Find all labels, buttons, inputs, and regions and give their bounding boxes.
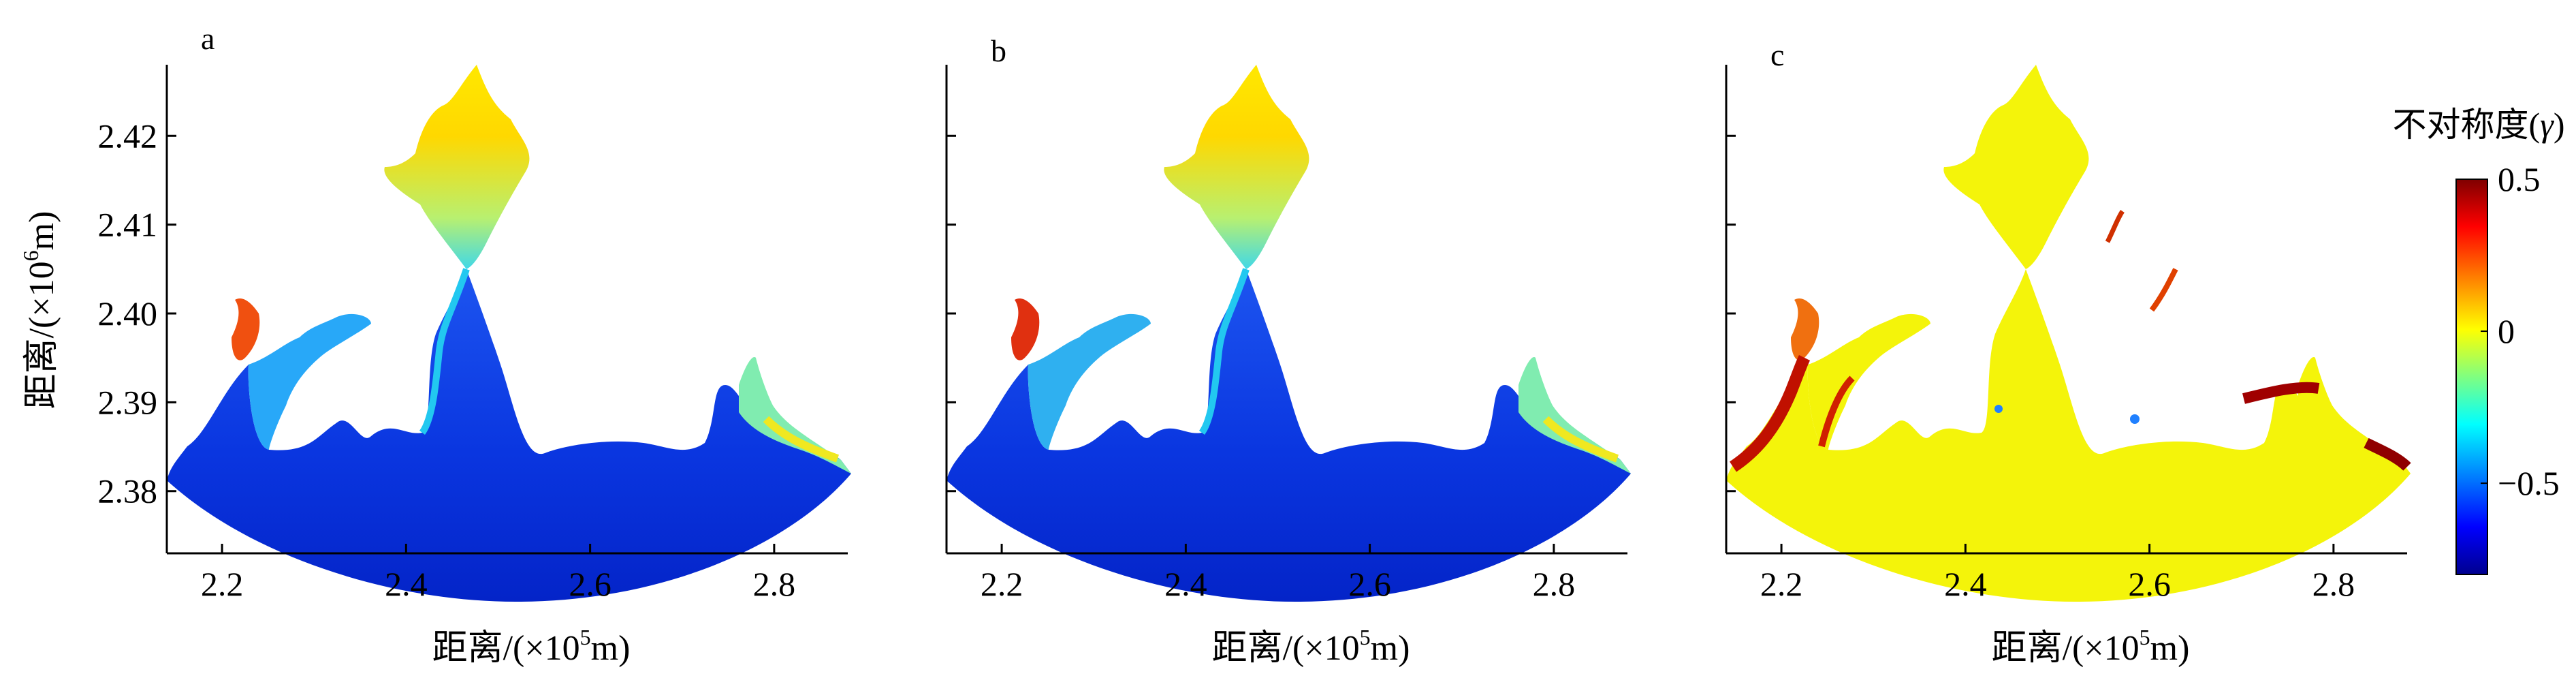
x-tick-label: 2.2 <box>1760 565 1803 603</box>
panel-a <box>167 65 851 602</box>
panel-label-a: a <box>201 21 214 56</box>
x-tick-label: 2.6 <box>1348 565 1391 603</box>
colorbar-title: 不对称度(γ) <box>2392 106 2564 144</box>
x-axis-label-c: 距离/(×105m) <box>1992 625 2190 668</box>
y-axis-label: 距离/(×106m) <box>18 211 61 410</box>
axes-c <box>1725 65 2407 555</box>
x-tick-label: 2.4 <box>385 565 428 603</box>
x-tick-label: 2.8 <box>1533 565 1576 603</box>
y-tick-label: 2.41 <box>98 206 158 244</box>
panel-label-b: b <box>991 33 1006 68</box>
x-tick-label: 2.6 <box>569 565 611 603</box>
x-tick-label: 2.2 <box>201 565 244 603</box>
x-tick-label: 2.2 <box>981 565 1023 603</box>
axes-a <box>165 65 848 555</box>
x-tick-label: 2.4 <box>1164 565 1207 603</box>
axes-b <box>945 65 1627 555</box>
x-tick-label: 2.6 <box>2128 565 2171 603</box>
x-axis-label-a: 距离/(×105m) <box>432 625 631 668</box>
panel-b <box>947 65 1631 602</box>
y-tick-label: 2.42 <box>98 117 158 155</box>
colorbar-tick-label: −0.5 <box>2498 464 2560 502</box>
axis-ticks: 2.2 2.4 2.6 2.8 2.38 2.39 2.40 2.41 2.42 2.2 2.4 2.… <box>98 117 2355 603</box>
y-tick-label: 2.38 <box>98 472 158 510</box>
colorbar-tick-label: 0 <box>2498 312 2515 350</box>
x-tick-label: 2.8 <box>2312 565 2355 603</box>
colorbar-tick-label: 0.5 <box>2498 160 2541 198</box>
colorbar <box>2455 179 2488 575</box>
x-axis-label-b: 距离/(×105m) <box>1212 625 1410 668</box>
x-tick-label: 2.4 <box>1944 565 1987 603</box>
x-tick-label: 2.8 <box>753 565 796 603</box>
y-tick-label: 2.40 <box>98 294 158 333</box>
panel-label-c: c <box>1770 37 1784 72</box>
panel-c <box>1726 65 2411 602</box>
colorbar-ticks: 0.5 0 −0.5 <box>2481 160 2560 502</box>
y-tick-label: 2.39 <box>98 383 158 421</box>
